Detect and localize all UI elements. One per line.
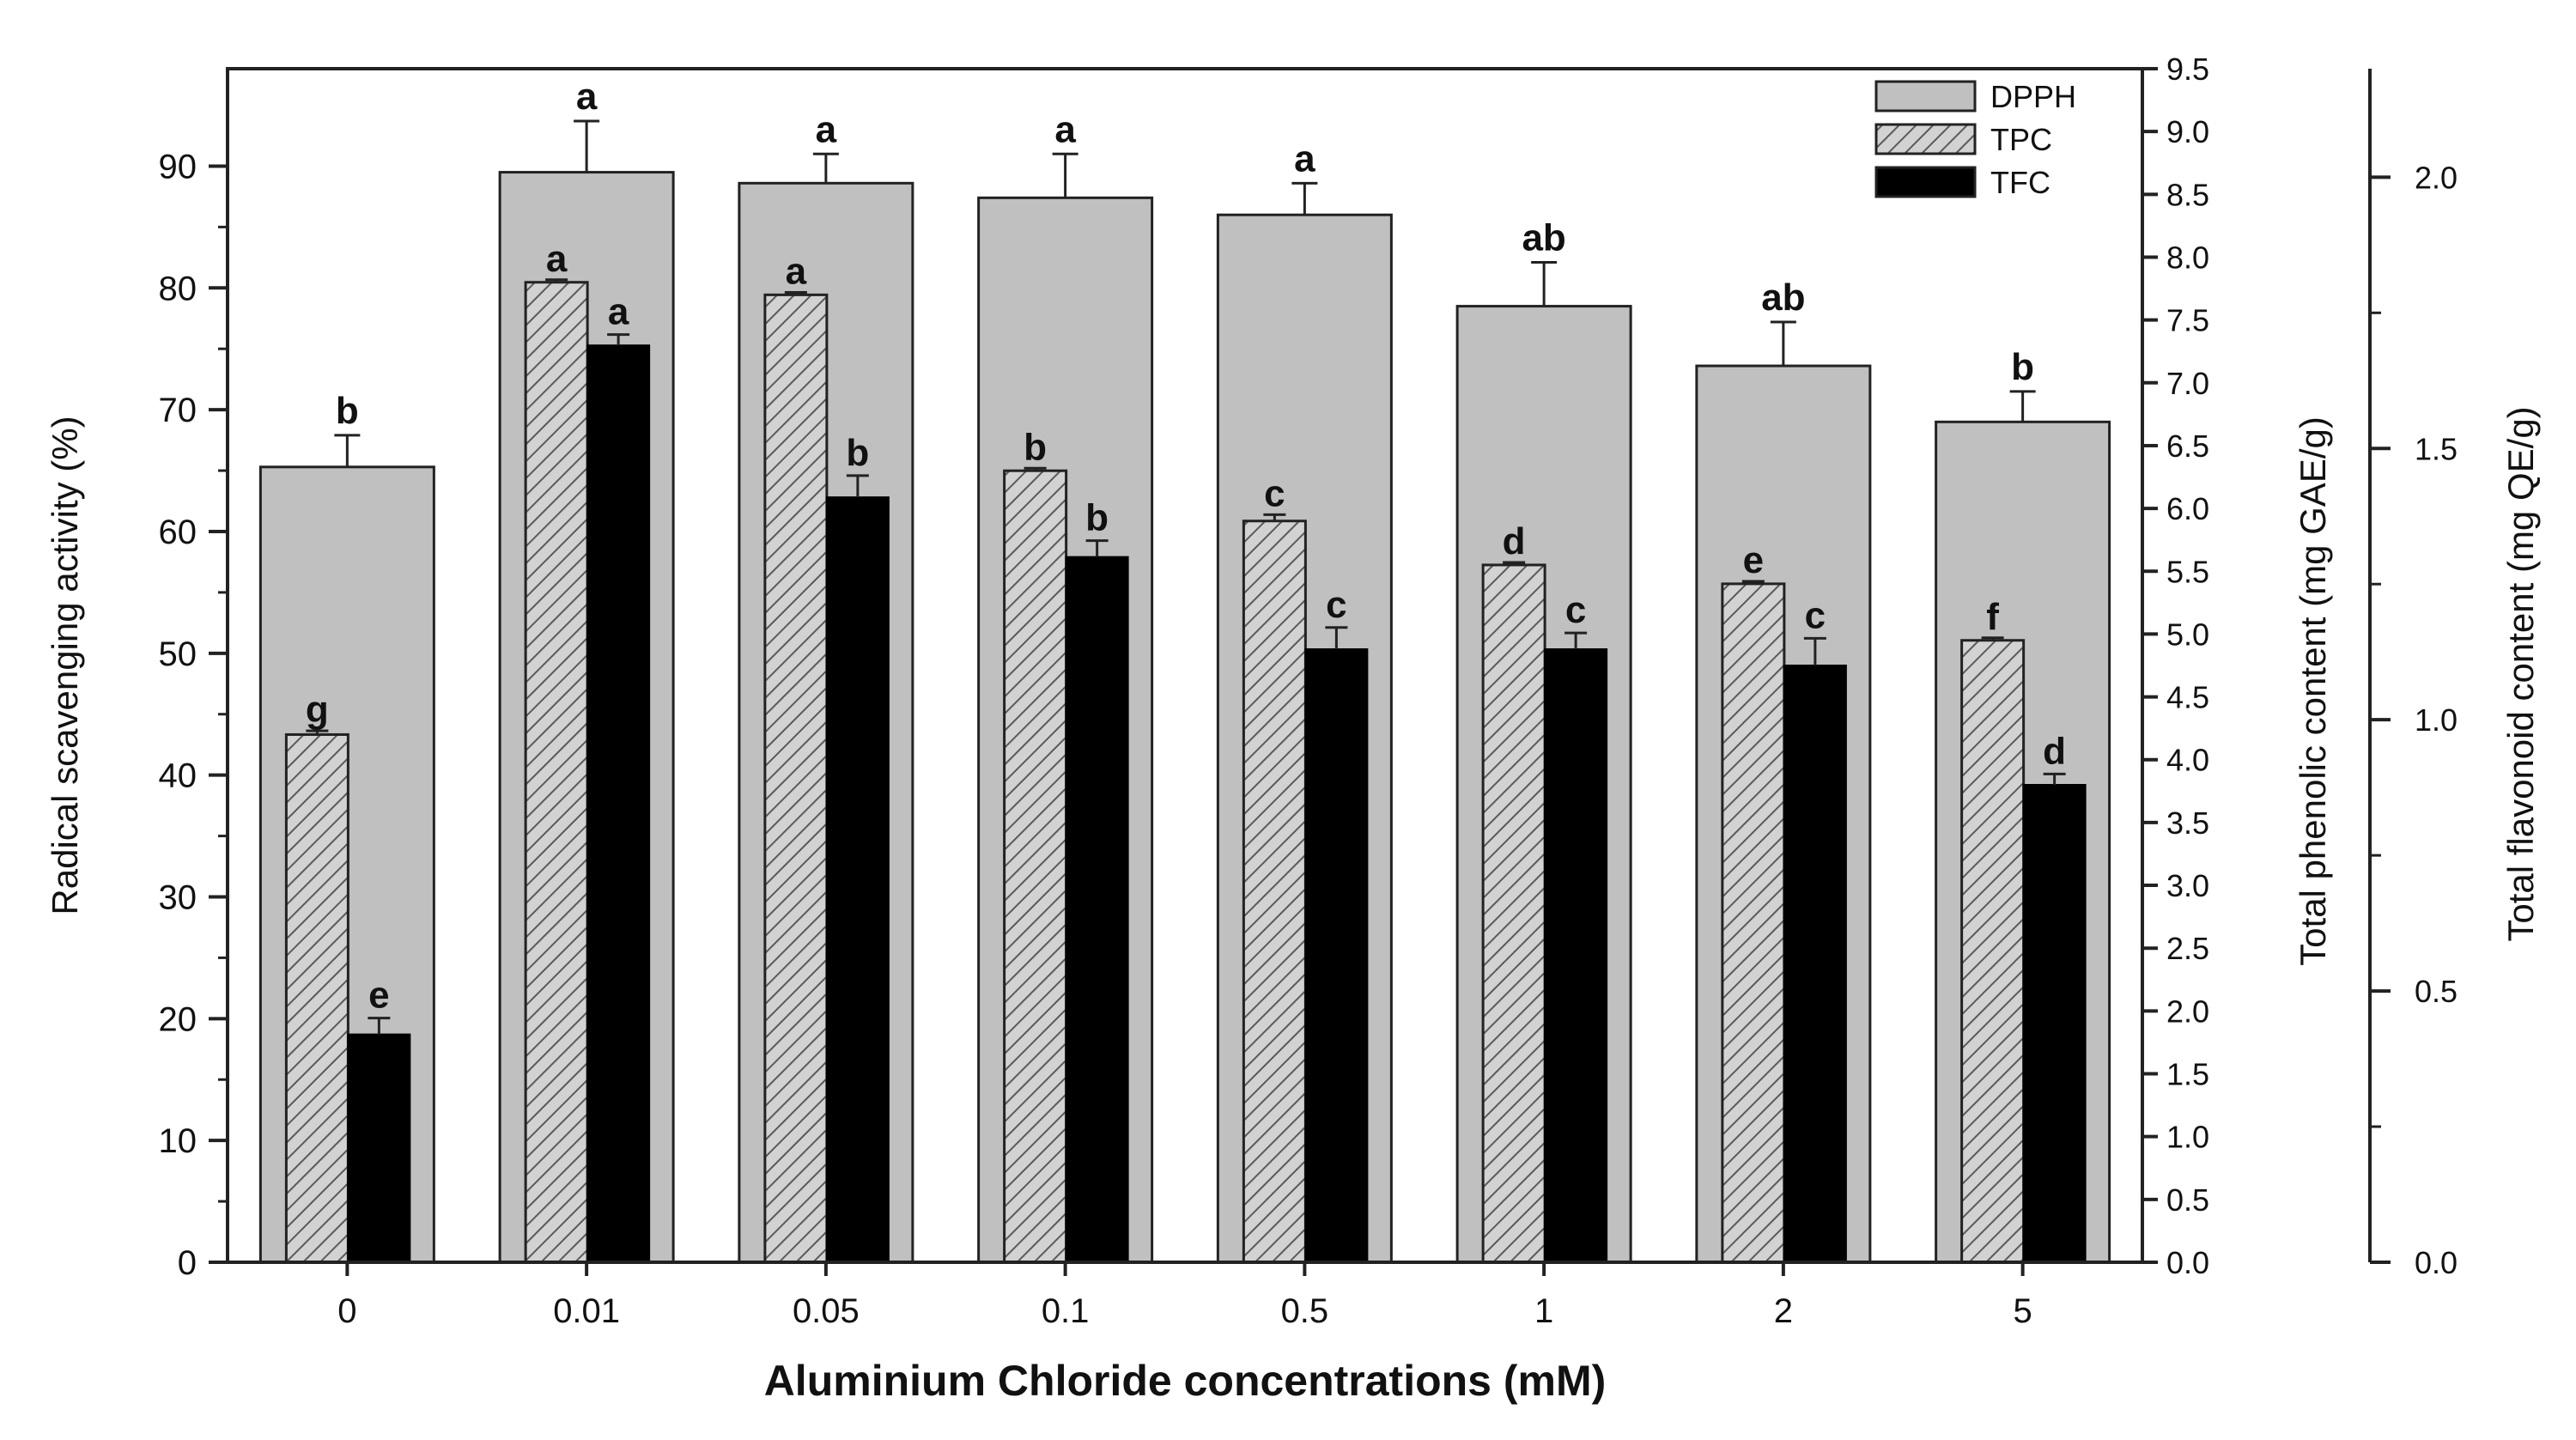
bar-tpc-7 <box>1960 639 2026 1264</box>
bar-tpc-2 <box>763 293 829 1264</box>
sig-letter-tfc-2: b <box>846 432 869 474</box>
sig-letter-dpph-2: a <box>816 108 837 150</box>
left-tick-label-6: 60 <box>159 513 197 551</box>
sig-letter-tpc-0: g <box>306 689 329 731</box>
bar-tfc-6 <box>1783 665 1847 1263</box>
sig-letter-tfc-4: c <box>1326 584 1346 626</box>
sig-letter-tpc-2: a <box>786 250 807 292</box>
sig-letter-dpph-0: b <box>336 390 359 432</box>
right2-tick-label-2: 1.0 <box>2415 702 2458 738</box>
left-tick-label-0: 0 <box>178 1244 197 1282</box>
bar-tpc-6 <box>1721 582 1786 1264</box>
bar-tfc-5 <box>1544 648 1608 1263</box>
right1-tick-label-15: 7.5 <box>2166 303 2209 338</box>
right2-tick-label-3: 1.5 <box>2415 431 2458 466</box>
legend-label-tpc: TPC <box>1990 122 2052 157</box>
sig-letter-tfc-3: b <box>1085 497 1109 539</box>
right1-tick-label-8: 4.0 <box>2166 743 2209 778</box>
sig-letter-tfc-5: c <box>1565 589 1586 631</box>
right-axis-title-phenolic: Total phenolic content (mg GAE/g) <box>2293 416 2333 966</box>
right1-tick-label-13: 6.5 <box>2166 428 2209 464</box>
left-tick-label-1: 10 <box>159 1122 197 1160</box>
left-tick-label-2: 20 <box>159 1000 197 1038</box>
sig-letter-tpc-5: d <box>1503 520 1526 562</box>
sig-letter-dpph-3: a <box>1054 108 1076 150</box>
legend-label-dpph: DPPH <box>1990 79 2076 114</box>
plot-frame <box>226 67 2144 1264</box>
sig-letter-tpc-1: a <box>546 238 568 280</box>
right1-tick-label-2: 1.0 <box>2166 1120 2209 1155</box>
x-tick-label-5: 1 <box>1534 1292 1553 1330</box>
sig-letter-tfc-7: d <box>2043 730 2066 772</box>
bar-tpc-1 <box>524 281 589 1264</box>
x-tick-label-4: 0.5 <box>1281 1292 1329 1330</box>
right1-tick-label-17: 8.5 <box>2166 177 2209 212</box>
right1-tick-label-0: 0.0 <box>2166 1245 2209 1280</box>
sig-letter-tpc-3: b <box>1024 426 1047 468</box>
legend-swatch-dpph <box>1874 80 1977 112</box>
left-tick-label-4: 40 <box>159 757 197 795</box>
right1-tick-label-1: 0.5 <box>2166 1182 2209 1218</box>
legend-label-tfc: TFC <box>1990 165 2050 200</box>
right-axis-title-flavonoid: Total flavonoid content (mg QE/g) <box>2500 406 2541 941</box>
right1-tick-label-9: 4.5 <box>2166 680 2209 715</box>
left-tick-label-9: 90 <box>159 148 197 185</box>
x-tick-label-2: 0.05 <box>793 1292 860 1330</box>
axes: 0 0.01 0.05 0.1 0.5 1 2 501020304050607080900.0… <box>159 52 2458 1330</box>
bar-tpc-5 <box>1481 563 1546 1264</box>
labels: Radical scavenging activity (%) Total ph… <box>45 406 2541 1405</box>
bar-tfc-2 <box>825 496 890 1263</box>
x-tick-label-7: 5 <box>2014 1292 2032 1330</box>
right1-tick-label-10: 5.0 <box>2166 617 2209 652</box>
right2-tick-label-4: 2.0 <box>2415 160 2458 195</box>
right1-tick-label-14: 7.0 <box>2166 366 2209 401</box>
right1-tick-label-5: 2.5 <box>2166 931 2209 966</box>
sig-letter-dpph-4: a <box>1294 137 1315 179</box>
bar-tfc-1 <box>586 344 651 1263</box>
right1-tick-label-11: 5.5 <box>2166 554 2209 589</box>
right1-tick-label-4: 2.0 <box>2166 993 2209 1029</box>
legend-swatch-tfc <box>1874 166 1977 198</box>
sig-letter-dpph-7: b <box>2011 346 2034 388</box>
left-tick-label-5: 50 <box>159 635 197 673</box>
bar-tfc-0 <box>347 1033 411 1263</box>
legend: DPPH TPC TFC <box>1874 79 2076 200</box>
right1-tick-label-19: 9.5 <box>2166 52 2209 87</box>
right1-tick-label-12: 6.0 <box>2166 491 2209 526</box>
x-tick-label-6: 2 <box>1774 1292 1793 1330</box>
right1-tick-label-16: 8.0 <box>2166 240 2209 275</box>
x-tick-label-1: 0.01 <box>553 1292 620 1330</box>
x-tick-label-3: 0.1 <box>1042 1292 1090 1330</box>
right1-tick-label-18: 9.0 <box>2166 114 2209 149</box>
sig-letter-tfc-6: c <box>1805 594 1826 636</box>
left-tick-label-3: 30 <box>159 878 197 916</box>
sig-letter-tfc-0: e <box>368 975 389 1017</box>
bar-tfc-7 <box>2022 784 2087 1263</box>
sig-letter-dpph-1: a <box>576 76 598 118</box>
x-axis-title: Aluminium Chloride concentrations (mM) <box>764 1357 1607 1405</box>
sig-letter-tpc-6: e <box>1743 539 1764 581</box>
bar-tfc-4 <box>1304 648 1369 1263</box>
left-axis-title: Radical scavenging activity (%) <box>45 416 85 914</box>
x-tick-label-0: 0 <box>337 1292 356 1330</box>
sig-letter-dpph-5: ab <box>1522 217 1565 259</box>
left-tick-label-7: 70 <box>159 392 197 429</box>
sig-letter-tpc-7: f <box>1986 596 1999 638</box>
bar-tpc-0 <box>284 732 349 1264</box>
sig-letter-dpph-6: ab <box>1761 276 1805 319</box>
right2-tick-label-1: 0.5 <box>2415 974 2458 1009</box>
right2-tick-label-0: 0.0 <box>2415 1245 2458 1280</box>
sig-letter-tpc-4: c <box>1264 472 1285 514</box>
left-tick-label-8: 80 <box>159 270 197 307</box>
legend-swatch-tpc <box>1874 123 1977 155</box>
bar-tfc-3 <box>1065 556 1129 1263</box>
right1-tick-label-7: 3.5 <box>2166 805 2209 841</box>
bar-tpc-4 <box>1242 519 1307 1264</box>
right1-tick-label-3: 1.5 <box>2166 1057 2209 1092</box>
right1-tick-label-6: 3.0 <box>2166 868 2209 903</box>
sig-letter-tfc-1: a <box>608 291 629 333</box>
bar-tpc-3 <box>1003 469 1068 1264</box>
